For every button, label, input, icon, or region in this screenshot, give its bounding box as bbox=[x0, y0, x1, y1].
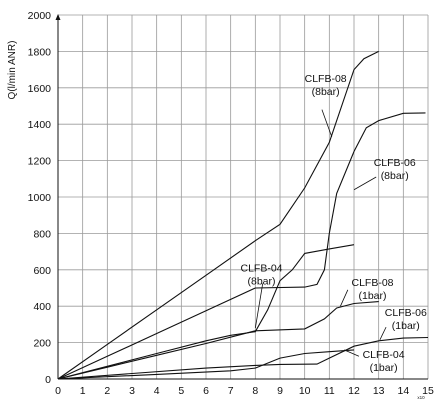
x-tick-label-13: 13 bbox=[373, 385, 385, 397]
y-tick-label-1: 200 bbox=[33, 338, 51, 350]
x-tick-label-9: 9 bbox=[277, 385, 283, 397]
series-line-2 bbox=[57, 244, 355, 380]
annotation-1: CLFB-06 (8bar) bbox=[353, 157, 416, 191]
annotation-label-0: CLFB-08 (8bar) bbox=[305, 73, 347, 98]
annotation-leader-0 bbox=[321, 109, 333, 138]
x-tick-label-7: 7 bbox=[228, 385, 234, 397]
x-tick-label-2: 2 bbox=[104, 385, 110, 397]
annotation-label-2: CLFB-04 (8bar) bbox=[240, 262, 282, 287]
y-tick-label-5: 1000 bbox=[28, 192, 52, 204]
x-tick-label-14: 14 bbox=[397, 385, 409, 397]
x-tick-label-1: 1 bbox=[80, 385, 86, 397]
series-line-3 bbox=[57, 301, 379, 380]
y-tick-label-0: 0 bbox=[45, 374, 51, 386]
annotation-5: CLFB-04 (1bar) bbox=[343, 349, 405, 374]
series-line-4 bbox=[57, 336, 429, 380]
tick-labels: 0 1 2 3 4 5 6 7 8 9 10 11 12 13 14 15020040060080010001… bbox=[28, 10, 434, 397]
annotation-line-3-0: CLFB-08 bbox=[351, 277, 393, 289]
annotation-line-1-1: (8bar) bbox=[381, 170, 409, 182]
x-axis-unit: x10 bbox=[417, 395, 425, 400]
annotation-line-5-0: CLFB-04 bbox=[363, 349, 405, 361]
x-tick-label-12: 12 bbox=[348, 385, 360, 397]
y-axis-arrow bbox=[55, 14, 61, 20]
series-line-1 bbox=[57, 112, 426, 380]
annotation-line-2-1: (8bar) bbox=[247, 275, 275, 287]
grid-lines bbox=[58, 14, 429, 379]
series-lines bbox=[57, 50, 429, 380]
x-tick-label-4: 4 bbox=[154, 385, 160, 397]
annotation-3: CLFB-08 (1bar) bbox=[340, 277, 394, 307]
annotation-label-4: CLFB-06 (1bar) bbox=[385, 307, 427, 332]
annotation-leader-3 bbox=[340, 289, 349, 307]
annotation-line-2-0: CLFB-04 bbox=[240, 262, 282, 274]
y-tick-label-2: 400 bbox=[33, 301, 51, 313]
axes bbox=[55, 14, 428, 380]
x-tick-label-15: 15 bbox=[422, 385, 434, 397]
annotation-line-3-1: (1bar) bbox=[358, 290, 386, 302]
x-tick-label-5: 5 bbox=[178, 385, 184, 397]
annotation-label-5: CLFB-04 (1bar) bbox=[363, 349, 405, 374]
y-tick-label-4: 800 bbox=[33, 228, 51, 240]
series-line-5 bbox=[57, 349, 355, 380]
y-tick-label-3: 600 bbox=[33, 265, 51, 277]
annotation-leader-1 bbox=[353, 176, 377, 191]
series-line-0 bbox=[57, 50, 379, 380]
annotation-leader-4 bbox=[379, 326, 387, 341]
x-tick-label-3: 3 bbox=[129, 385, 135, 397]
annotation-4: CLFB-06 (1bar) bbox=[379, 307, 427, 341]
y-tick-label-9: 1800 bbox=[28, 46, 52, 58]
y-tick-label-10: 2000 bbox=[28, 10, 52, 22]
annotation-line-4-0: CLFB-06 bbox=[385, 307, 427, 319]
x-tick-label-11: 11 bbox=[324, 385, 335, 397]
annotation-0: CLFB-08 (8bar) bbox=[305, 73, 347, 138]
annotation-line-5-1: (1bar) bbox=[370, 362, 398, 374]
y-tick-label-6: 1200 bbox=[28, 156, 52, 168]
y-tick-label-8: 1600 bbox=[28, 83, 52, 95]
annotation-2: CLFB-04 (8bar) bbox=[240, 262, 283, 329]
x-tick-label-0: 0 bbox=[55, 385, 61, 397]
annotation-line-0-1: (8bar) bbox=[312, 86, 340, 98]
annotation-leader-5 bbox=[343, 349, 360, 357]
x-tick-label-8: 8 bbox=[252, 385, 258, 397]
annotation-line-0-0: CLFB-08 bbox=[305, 73, 347, 85]
annotation-leader-2 bbox=[254, 283, 264, 329]
y-tick-label-7: 1400 bbox=[28, 119, 52, 131]
x-tick-label-6: 6 bbox=[203, 385, 209, 397]
y-axis-label: Q(l/min ANR) bbox=[7, 41, 18, 100]
annotation-line-1-0: CLFB-06 bbox=[374, 157, 416, 169]
x-tick-label-10: 10 bbox=[299, 385, 311, 397]
annotations: CLFB-08 (8bar)CLFB-06 (8bar)CLFB-04 (8bar) C… bbox=[240, 73, 426, 374]
annotation-label-1: CLFB-06 (8bar) bbox=[374, 157, 416, 182]
annotation-line-4-1: (1bar) bbox=[392, 320, 420, 332]
annotation-label-3: CLFB-08 (1bar) bbox=[351, 277, 393, 302]
